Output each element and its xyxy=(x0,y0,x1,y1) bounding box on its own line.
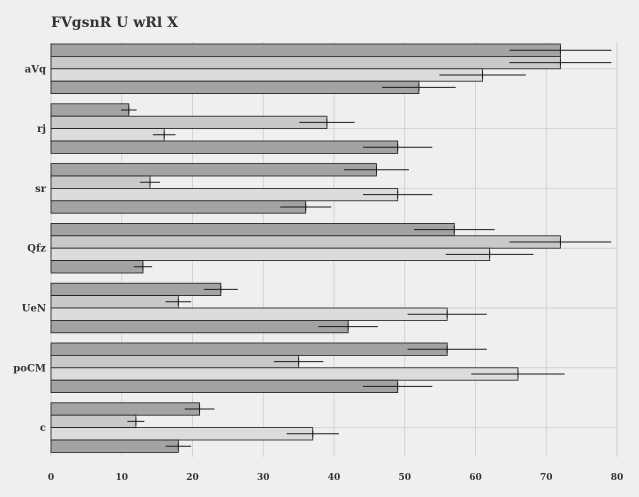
bar xyxy=(50,163,377,177)
bar xyxy=(50,235,561,249)
bar xyxy=(50,307,448,321)
x-tick-label: 0 xyxy=(48,473,54,483)
category-label: poCM xyxy=(13,363,46,374)
bar xyxy=(50,43,561,57)
category-label: rj xyxy=(37,124,46,135)
x-tick-label: 70 xyxy=(540,473,553,483)
bar xyxy=(50,427,314,441)
x-tick-label: 40 xyxy=(328,473,341,483)
bar xyxy=(50,68,483,82)
x-tick-labels: 0 10 20 30 40 50 60 70 80 xyxy=(48,473,623,483)
bar xyxy=(50,175,151,189)
bar xyxy=(50,354,300,369)
bar xyxy=(50,295,179,309)
error-bars xyxy=(121,46,612,450)
bar xyxy=(50,402,200,416)
bar xyxy=(50,128,165,142)
category-label: UeN xyxy=(22,304,46,315)
bar xyxy=(50,367,519,381)
bar xyxy=(50,115,328,129)
bar xyxy=(50,379,399,394)
bar xyxy=(50,260,144,274)
bar xyxy=(50,414,137,429)
x-tick-label: 30 xyxy=(257,473,270,483)
bar xyxy=(50,282,222,297)
category-label: sr xyxy=(35,184,47,195)
bar xyxy=(50,56,561,70)
chart-title: FVgsnR U wRl X xyxy=(51,15,178,31)
bar xyxy=(50,222,455,237)
bar xyxy=(50,103,130,117)
bar xyxy=(50,200,307,214)
bar xyxy=(50,439,179,453)
category-label: c xyxy=(40,423,46,434)
category-label: aVq xyxy=(25,64,46,75)
bar xyxy=(50,342,448,356)
x-tick-label: 80 xyxy=(611,473,624,483)
bars xyxy=(50,43,561,453)
x-tick-label: 20 xyxy=(186,473,199,483)
category-labels: aVq rj sr Qfz UeN poCM c xyxy=(13,64,46,434)
bar xyxy=(50,80,420,94)
x-tick-label: 60 xyxy=(469,473,482,483)
category-label: Qfz xyxy=(27,244,46,255)
bar xyxy=(50,140,399,154)
bar xyxy=(50,247,491,261)
bar xyxy=(50,319,349,334)
x-tick-label: 10 xyxy=(115,473,128,483)
bar xyxy=(50,187,399,202)
x-tick-label: 50 xyxy=(398,473,411,483)
